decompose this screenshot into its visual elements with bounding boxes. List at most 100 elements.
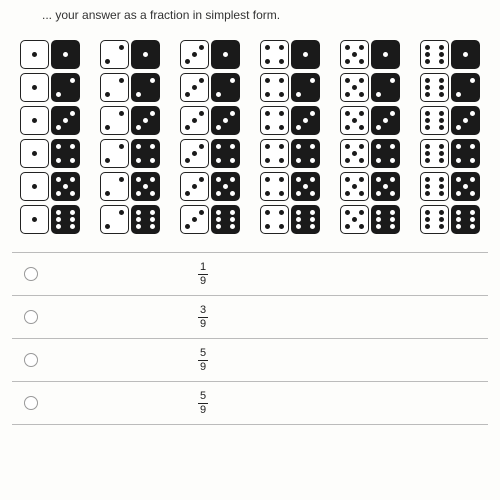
die-white-5 — [340, 106, 369, 135]
dice-pair — [420, 172, 480, 201]
die-black-1 — [451, 40, 480, 69]
die-black-6 — [371, 205, 400, 234]
instruction-text: ... your answer as a fraction in simples… — [12, 8, 488, 22]
die-white-4 — [260, 139, 289, 168]
die-white-5 — [340, 205, 369, 234]
die-black-1 — [211, 40, 240, 69]
die-white-6 — [420, 40, 449, 69]
die-black-5 — [451, 172, 480, 201]
die-black-6 — [451, 205, 480, 234]
die-white-4 — [260, 205, 289, 234]
dice-pair — [420, 40, 480, 69]
fraction-denominator: 9 — [200, 318, 206, 330]
die-black-4 — [51, 139, 80, 168]
die-black-3 — [451, 106, 480, 135]
dice-pair — [180, 139, 240, 168]
dice-pair — [20, 205, 80, 234]
die-white-6 — [420, 205, 449, 234]
die-black-4 — [131, 139, 160, 168]
die-white-2 — [100, 73, 129, 102]
die-black-2 — [211, 73, 240, 102]
die-black-4 — [291, 139, 320, 168]
dice-pair — [180, 106, 240, 135]
dice-pair — [260, 139, 320, 168]
dice-pair — [20, 139, 80, 168]
answer-option[interactable]: 59 — [12, 339, 488, 382]
dice-pair — [340, 73, 400, 102]
dice-column — [420, 40, 480, 234]
fraction-denominator: 9 — [200, 361, 206, 373]
die-white-1 — [20, 205, 49, 234]
die-white-4 — [260, 40, 289, 69]
radio-button[interactable] — [24, 310, 38, 324]
radio-button[interactable] — [24, 396, 38, 410]
fraction-label: 39 — [198, 305, 208, 330]
dice-pair — [100, 172, 160, 201]
dice-pair — [260, 205, 320, 234]
die-black-3 — [131, 106, 160, 135]
die-black-6 — [291, 205, 320, 234]
die-black-3 — [291, 106, 320, 135]
dice-pair — [180, 73, 240, 102]
dice-pair — [180, 40, 240, 69]
die-white-2 — [100, 172, 129, 201]
answer-option[interactable]: 39 — [12, 296, 488, 339]
dice-pair — [420, 73, 480, 102]
dice-pair — [20, 73, 80, 102]
die-black-6 — [211, 205, 240, 234]
dice-column — [180, 40, 240, 234]
dice-pair — [100, 106, 160, 135]
dice-pair — [20, 40, 80, 69]
die-white-2 — [100, 106, 129, 135]
die-black-3 — [371, 106, 400, 135]
dice-pair — [340, 40, 400, 69]
dice-pair — [260, 106, 320, 135]
die-black-5 — [51, 172, 80, 201]
die-black-2 — [451, 73, 480, 102]
die-black-4 — [211, 139, 240, 168]
die-black-2 — [291, 73, 320, 102]
die-white-5 — [340, 73, 369, 102]
answer-option[interactable]: 19 — [12, 253, 488, 296]
dice-column — [100, 40, 160, 234]
die-black-2 — [131, 73, 160, 102]
die-white-2 — [100, 40, 129, 69]
dice-pair — [180, 172, 240, 201]
die-white-6 — [420, 106, 449, 135]
die-white-4 — [260, 73, 289, 102]
dice-pair — [100, 139, 160, 168]
dice-pair — [20, 106, 80, 135]
die-white-1 — [20, 172, 49, 201]
die-black-1 — [51, 40, 80, 69]
dice-pair — [340, 106, 400, 135]
dice-pair — [260, 73, 320, 102]
radio-button[interactable] — [24, 353, 38, 367]
die-black-3 — [211, 106, 240, 135]
die-white-5 — [340, 172, 369, 201]
die-white-4 — [260, 106, 289, 135]
fraction-label: 19 — [198, 262, 208, 287]
die-black-1 — [131, 40, 160, 69]
fraction-numerator: 5 — [198, 348, 208, 361]
die-white-2 — [100, 205, 129, 234]
dice-pair — [260, 40, 320, 69]
answer-option[interactable]: 59 — [12, 382, 488, 425]
die-black-2 — [51, 73, 80, 102]
dice-pair — [100, 40, 160, 69]
dice-column — [260, 40, 320, 234]
die-white-1 — [20, 40, 49, 69]
fraction-label: 59 — [198, 348, 208, 373]
die-white-3 — [180, 205, 209, 234]
dice-pair — [20, 172, 80, 201]
die-black-6 — [51, 205, 80, 234]
radio-button[interactable] — [24, 267, 38, 281]
die-white-3 — [180, 106, 209, 135]
die-white-1 — [20, 106, 49, 135]
die-white-5 — [340, 40, 369, 69]
die-white-3 — [180, 172, 209, 201]
fraction-numerator: 5 — [198, 391, 208, 404]
dice-pair — [260, 172, 320, 201]
die-white-6 — [420, 172, 449, 201]
die-white-1 — [20, 73, 49, 102]
die-white-5 — [340, 139, 369, 168]
